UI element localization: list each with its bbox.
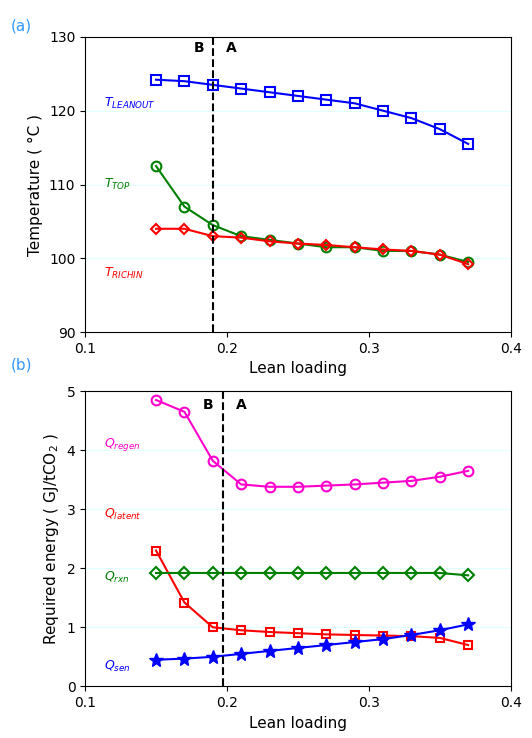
Text: $Q_{sen}$: $Q_{sen}$ [104,659,130,674]
Text: $T_{LEANOUT}$: $T_{LEANOUT}$ [104,96,155,111]
Text: $Q_{regen}$: $Q_{regen}$ [104,436,140,453]
Text: (b): (b) [11,358,32,373]
Text: $T_{RICHIN}$: $T_{RICHIN}$ [104,266,144,281]
X-axis label: Lean loading: Lean loading [249,362,347,376]
Text: B: B [193,41,204,55]
Text: A: A [236,399,246,413]
Y-axis label: Required energy ( GJ/tCO$_2$ ): Required energy ( GJ/tCO$_2$ ) [42,433,61,644]
X-axis label: Lean loading: Lean loading [249,716,347,731]
Text: (a): (a) [11,18,32,33]
Text: $Q_{rxn}$: $Q_{rxn}$ [104,570,129,585]
Text: A: A [226,41,237,55]
Text: $T_{TOP}$: $T_{TOP}$ [104,177,131,193]
Text: $Q_{latent}$: $Q_{latent}$ [104,507,142,523]
Y-axis label: Temperature ( °C ): Temperature ( °C ) [28,114,43,255]
Text: B: B [203,399,214,413]
